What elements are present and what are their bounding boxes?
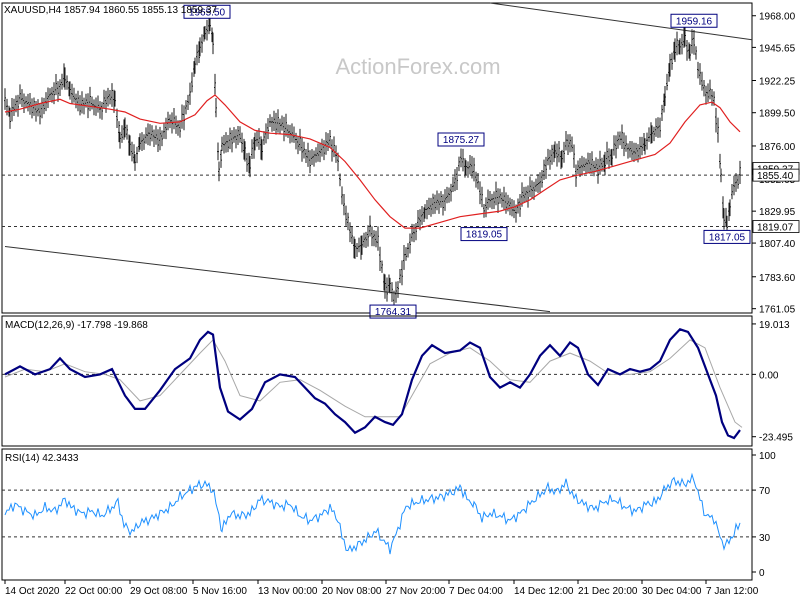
price-annotation-label: 1819.05 bbox=[466, 230, 503, 241]
price-y-tick-label: 1922.25 bbox=[759, 77, 796, 88]
moving-average-line bbox=[4, 94, 741, 229]
rsi-line bbox=[4, 472, 741, 555]
rsi-panel-frame bbox=[1, 448, 753, 581]
price-annotation-box bbox=[183, 4, 231, 19]
price-annotation-label: 1959.16 bbox=[676, 16, 713, 27]
x-tick-label: 13 Nov 00:00 bbox=[258, 586, 318, 597]
price-y-tick-label: 1761.05 bbox=[759, 305, 796, 316]
rsi-y-tick-label: 70 bbox=[759, 486, 771, 497]
price-annotation-box bbox=[670, 13, 718, 28]
x-tick-label: 14 Oct 2020 bbox=[5, 586, 60, 597]
macd-y-tick-label: 19.013 bbox=[759, 320, 790, 331]
x-tick-label: 21 Dec 20:00 bbox=[578, 586, 638, 597]
x-tick-label: 7 Jan 12:00 bbox=[706, 586, 759, 597]
level-price-label: 1855.40 bbox=[757, 171, 794, 182]
price-annotation-label: 1875.27 bbox=[443, 135, 480, 146]
price-y-tick-label: 1807.40 bbox=[759, 239, 796, 250]
price-y-tick-label: 1829.95 bbox=[759, 207, 796, 218]
level-price-box bbox=[752, 168, 800, 182]
price-y-tick-label: 1876.00 bbox=[759, 142, 796, 153]
macd-y-tick-label: 0.00 bbox=[759, 370, 779, 381]
rsi-title: RSI(14) 42.3433 bbox=[5, 453, 79, 464]
x-tick-label: 14 Dec 12:00 bbox=[514, 586, 574, 597]
price-y-tick-label: 1899.50 bbox=[759, 109, 796, 120]
macd-panel-frame bbox=[1, 315, 753, 447]
x-tick-label: 22 Oct 00:00 bbox=[65, 586, 123, 597]
x-tick-label: 30 Dec 04:00 bbox=[642, 586, 702, 597]
macd-line bbox=[4, 328, 741, 440]
symbol-header: XAUUSD,H4 1857.94 1860.55 1855.13 1859.3… bbox=[4, 5, 217, 16]
rsi-y-tick-label: 0 bbox=[759, 568, 765, 579]
watermark: ActionForex.com bbox=[335, 54, 500, 79]
price-annotation-label: 1817.05 bbox=[709, 232, 746, 243]
level-price-label: 1819.07 bbox=[757, 223, 794, 234]
rsi-y-tick-label: 100 bbox=[759, 451, 776, 462]
price-y-tick-label: 1968.00 bbox=[759, 12, 796, 23]
x-tick-label: 27 Nov 20:00 bbox=[386, 586, 446, 597]
x-tick-label: 20 Nov 08:00 bbox=[322, 586, 382, 597]
rsi-y-tick-label: 30 bbox=[759, 533, 771, 544]
x-tick-label: 5 Nov 16:00 bbox=[193, 586, 247, 597]
price-annotation-box bbox=[460, 227, 508, 242]
price-annotation-box bbox=[703, 229, 751, 244]
price-annotation-box bbox=[369, 304, 417, 319]
price-y-tick-label: 1783.60 bbox=[759, 273, 796, 284]
x-tick-label: 7 Dec 04:00 bbox=[449, 586, 503, 597]
price-annotation-label: 1965.50 bbox=[189, 7, 226, 18]
rsi-panel: 100 70 30 0 RSI(14) 42.3433 bbox=[1, 448, 776, 581]
macd-signal-line bbox=[4, 339, 743, 428]
macd-panel: 19.013 0.00 -23.495 MACD(12,26,9) -17.798 -… bbox=[1, 315, 793, 447]
macd-title: MACD(12,26,9) -17.798 -19.868 bbox=[5, 320, 148, 331]
price-annotation-label: 1764.31 bbox=[375, 307, 412, 318]
price-annotation-box bbox=[437, 132, 485, 147]
x-tick-label: 29 Oct 08:00 bbox=[130, 586, 188, 597]
price-y-tick-label: 1945.65 bbox=[759, 43, 796, 54]
channel-line-upper bbox=[489, 2, 753, 41]
channel-line-lower bbox=[4, 245, 551, 313]
x-axis: 14 Oct 2020 22 Oct 00:00 29 Oct 08:00 5 Nov… bbox=[4, 580, 759, 597]
level-price-box bbox=[752, 220, 800, 233]
macd-y-tick-label: -23.495 bbox=[759, 433, 793, 444]
price-panel: 1968.001945.651922.251899.501876.001852.… bbox=[1, 2, 800, 319]
